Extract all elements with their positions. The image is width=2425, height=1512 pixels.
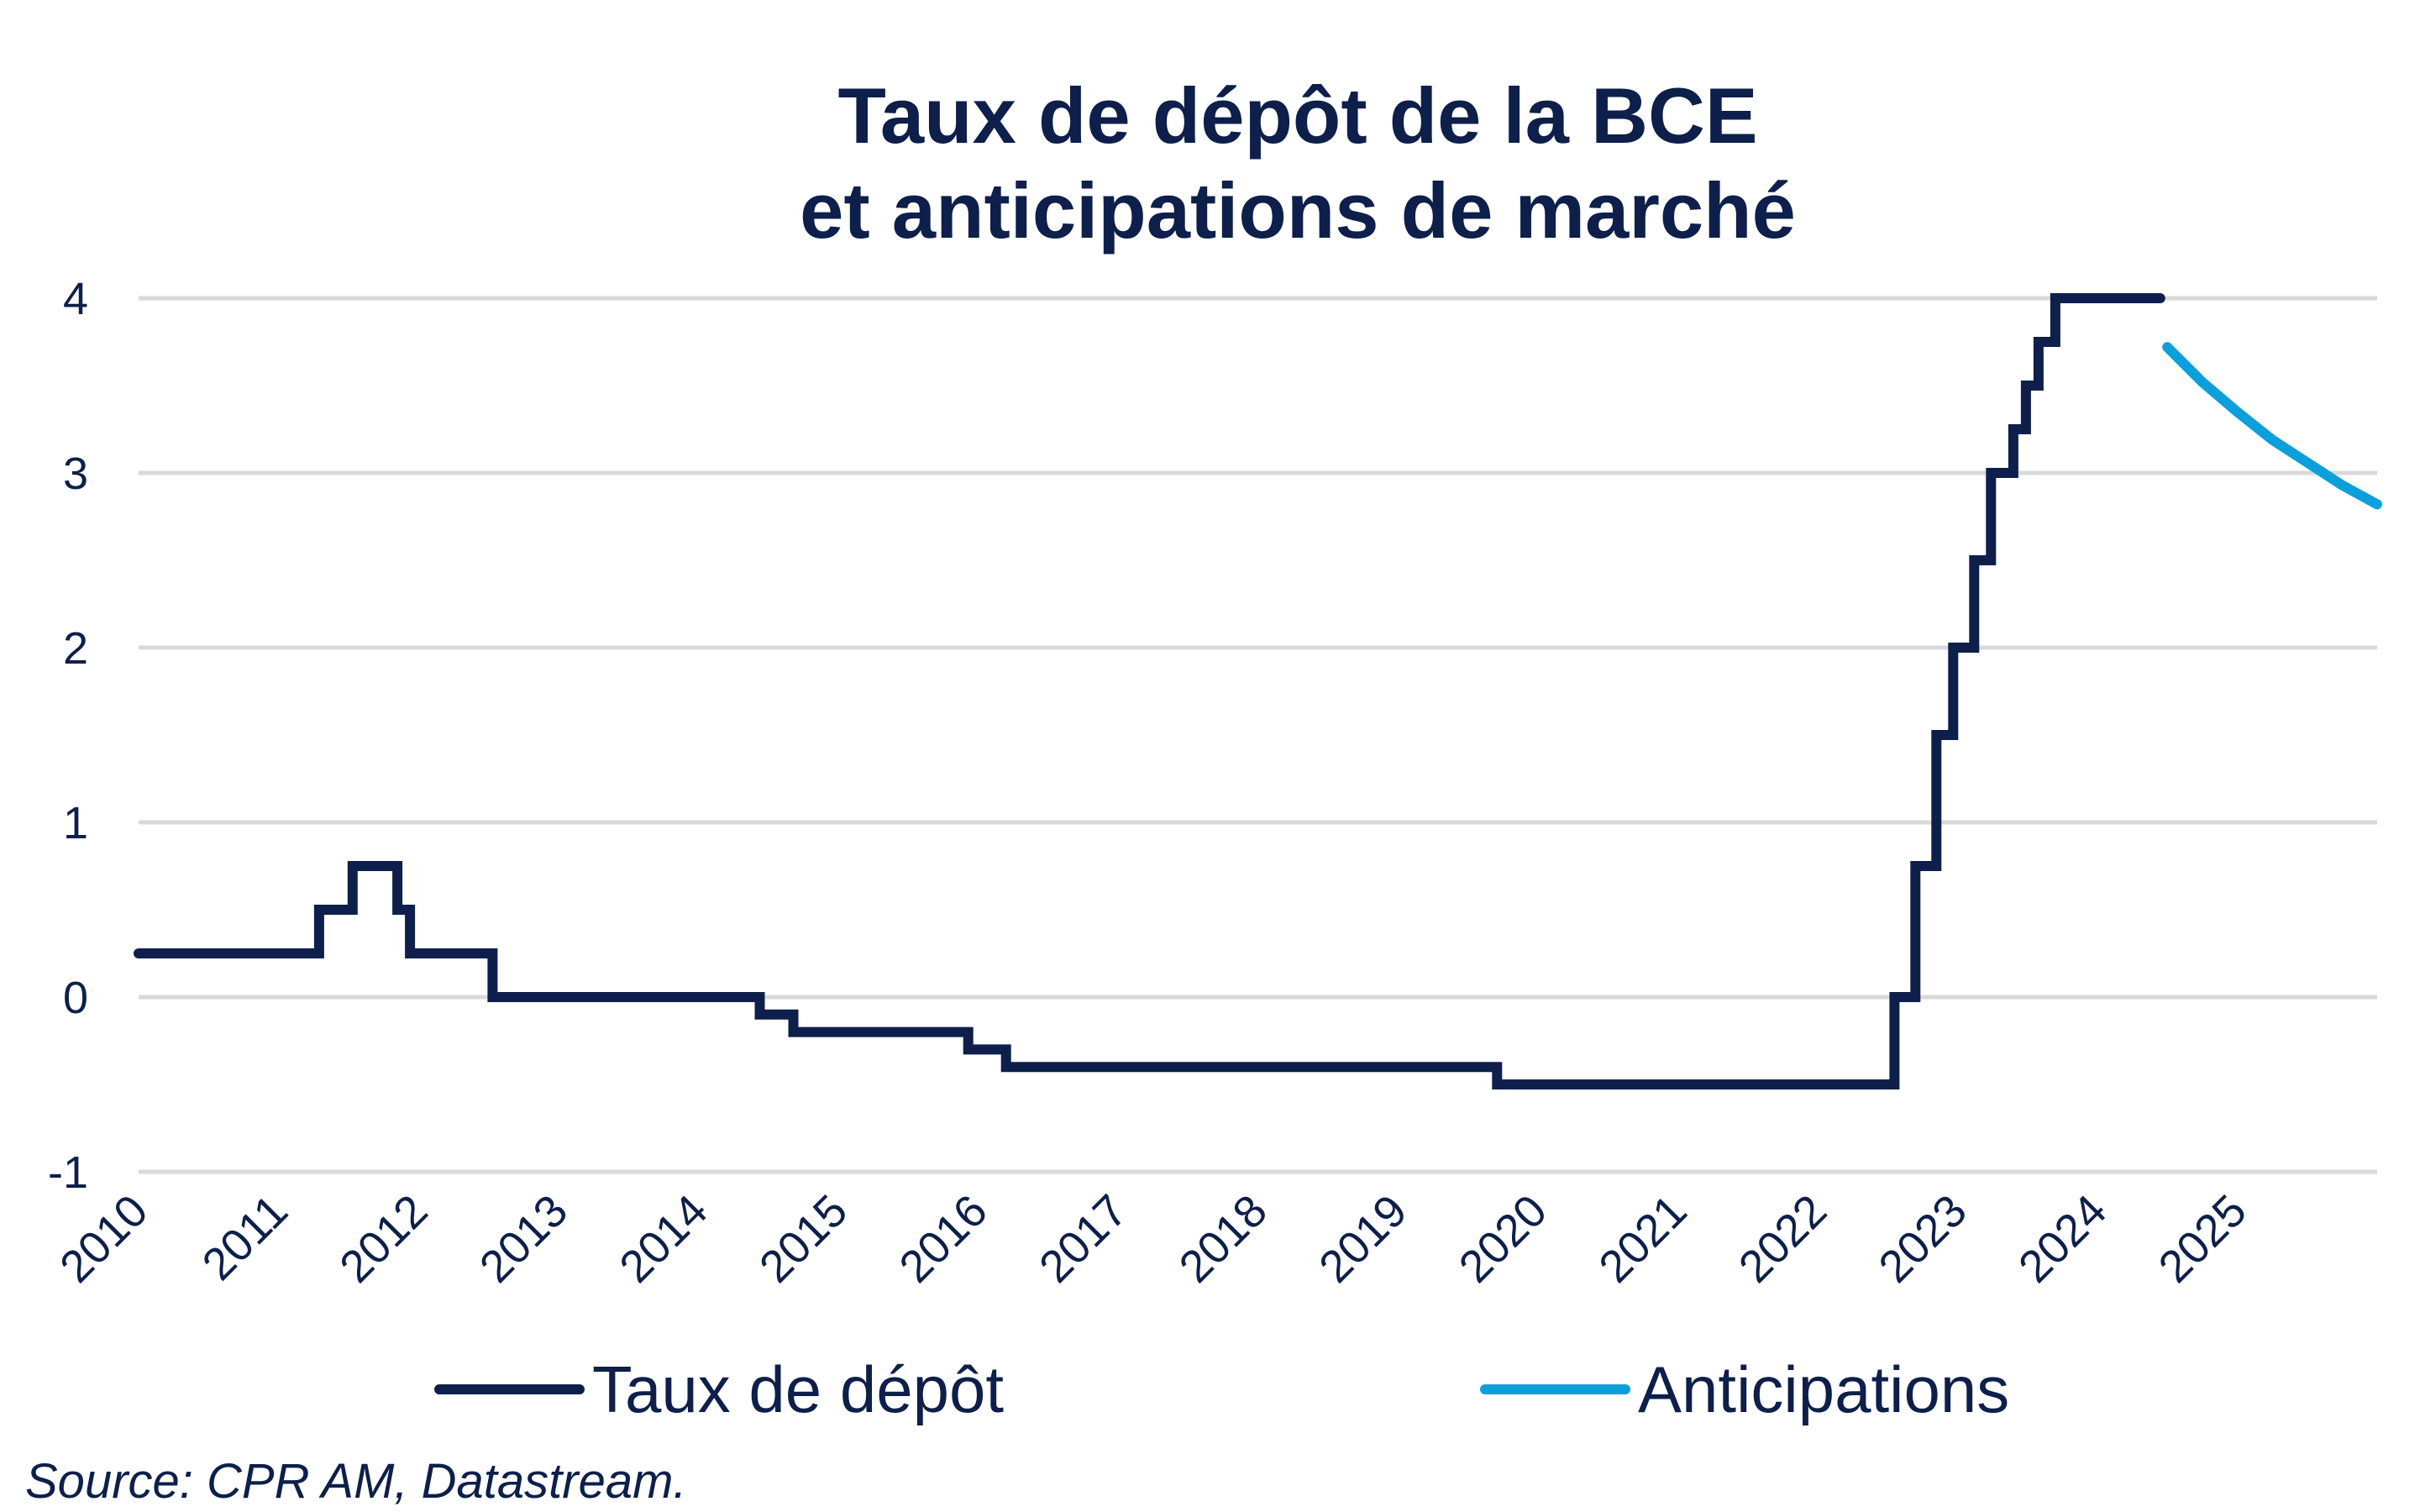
x-tick-label: 2018 [1170, 1185, 1277, 1292]
x-tick-label: 2013 [470, 1185, 577, 1292]
x-tick-label: 2022 [1730, 1185, 1836, 1292]
y-axis-tick-labels: 4 3 2 1 0 -1 [48, 274, 88, 1198]
y-tick-label: -1 [48, 1147, 88, 1198]
y-tick-label: 4 [63, 274, 88, 324]
chart-title-line-1: Taux de dépôt de la BCE [837, 71, 1757, 160]
x-axis-tick-labels: 2010 2011 2012 2013 2014 2015 2016 2017 2018 2019… [50, 1185, 2256, 1292]
x-tick-label: 2025 [2149, 1185, 2256, 1292]
x-tick-label: 2020 [1450, 1185, 1556, 1292]
y-tick-label: 3 [63, 449, 88, 499]
source-note: Source: CPR AM, Datastream. [25, 1454, 687, 1509]
series-line-taux-de-depot [134, 293, 2165, 1089]
y-tick-label: 2 [63, 623, 88, 674]
y-tick-label: 1 [63, 798, 88, 848]
x-tick-label: 2010 [50, 1185, 157, 1292]
x-tick-label: 2019 [1310, 1185, 1416, 1292]
x-tick-label: 2021 [1589, 1185, 1696, 1292]
x-tick-label: 2024 [2009, 1185, 2116, 1292]
legend-label-taux-de-depot: Taux de dépôt [592, 1352, 1004, 1426]
legend-label-anticipations: Anticipations [1638, 1352, 2009, 1426]
chart-title-line-2: et anticipations de marché [800, 166, 1796, 255]
x-tick-label: 2023 [1869, 1185, 1976, 1292]
legend: Taux de dépôt Anticipations [434, 1352, 2009, 1426]
gridlines [139, 296, 2377, 1174]
series-lines [134, 293, 2382, 1089]
x-tick-label: 2011 [193, 1185, 298, 1290]
x-tick-label: 2017 [1030, 1185, 1136, 1292]
x-tick-label: 2016 [890, 1185, 996, 1292]
x-tick-label: 2014 [610, 1185, 716, 1292]
x-tick-label: 2015 [750, 1185, 857, 1292]
x-tick-label: 2012 [330, 1185, 437, 1292]
series-line-anticipations [2162, 342, 2382, 510]
y-tick-label: 0 [63, 973, 88, 1023]
